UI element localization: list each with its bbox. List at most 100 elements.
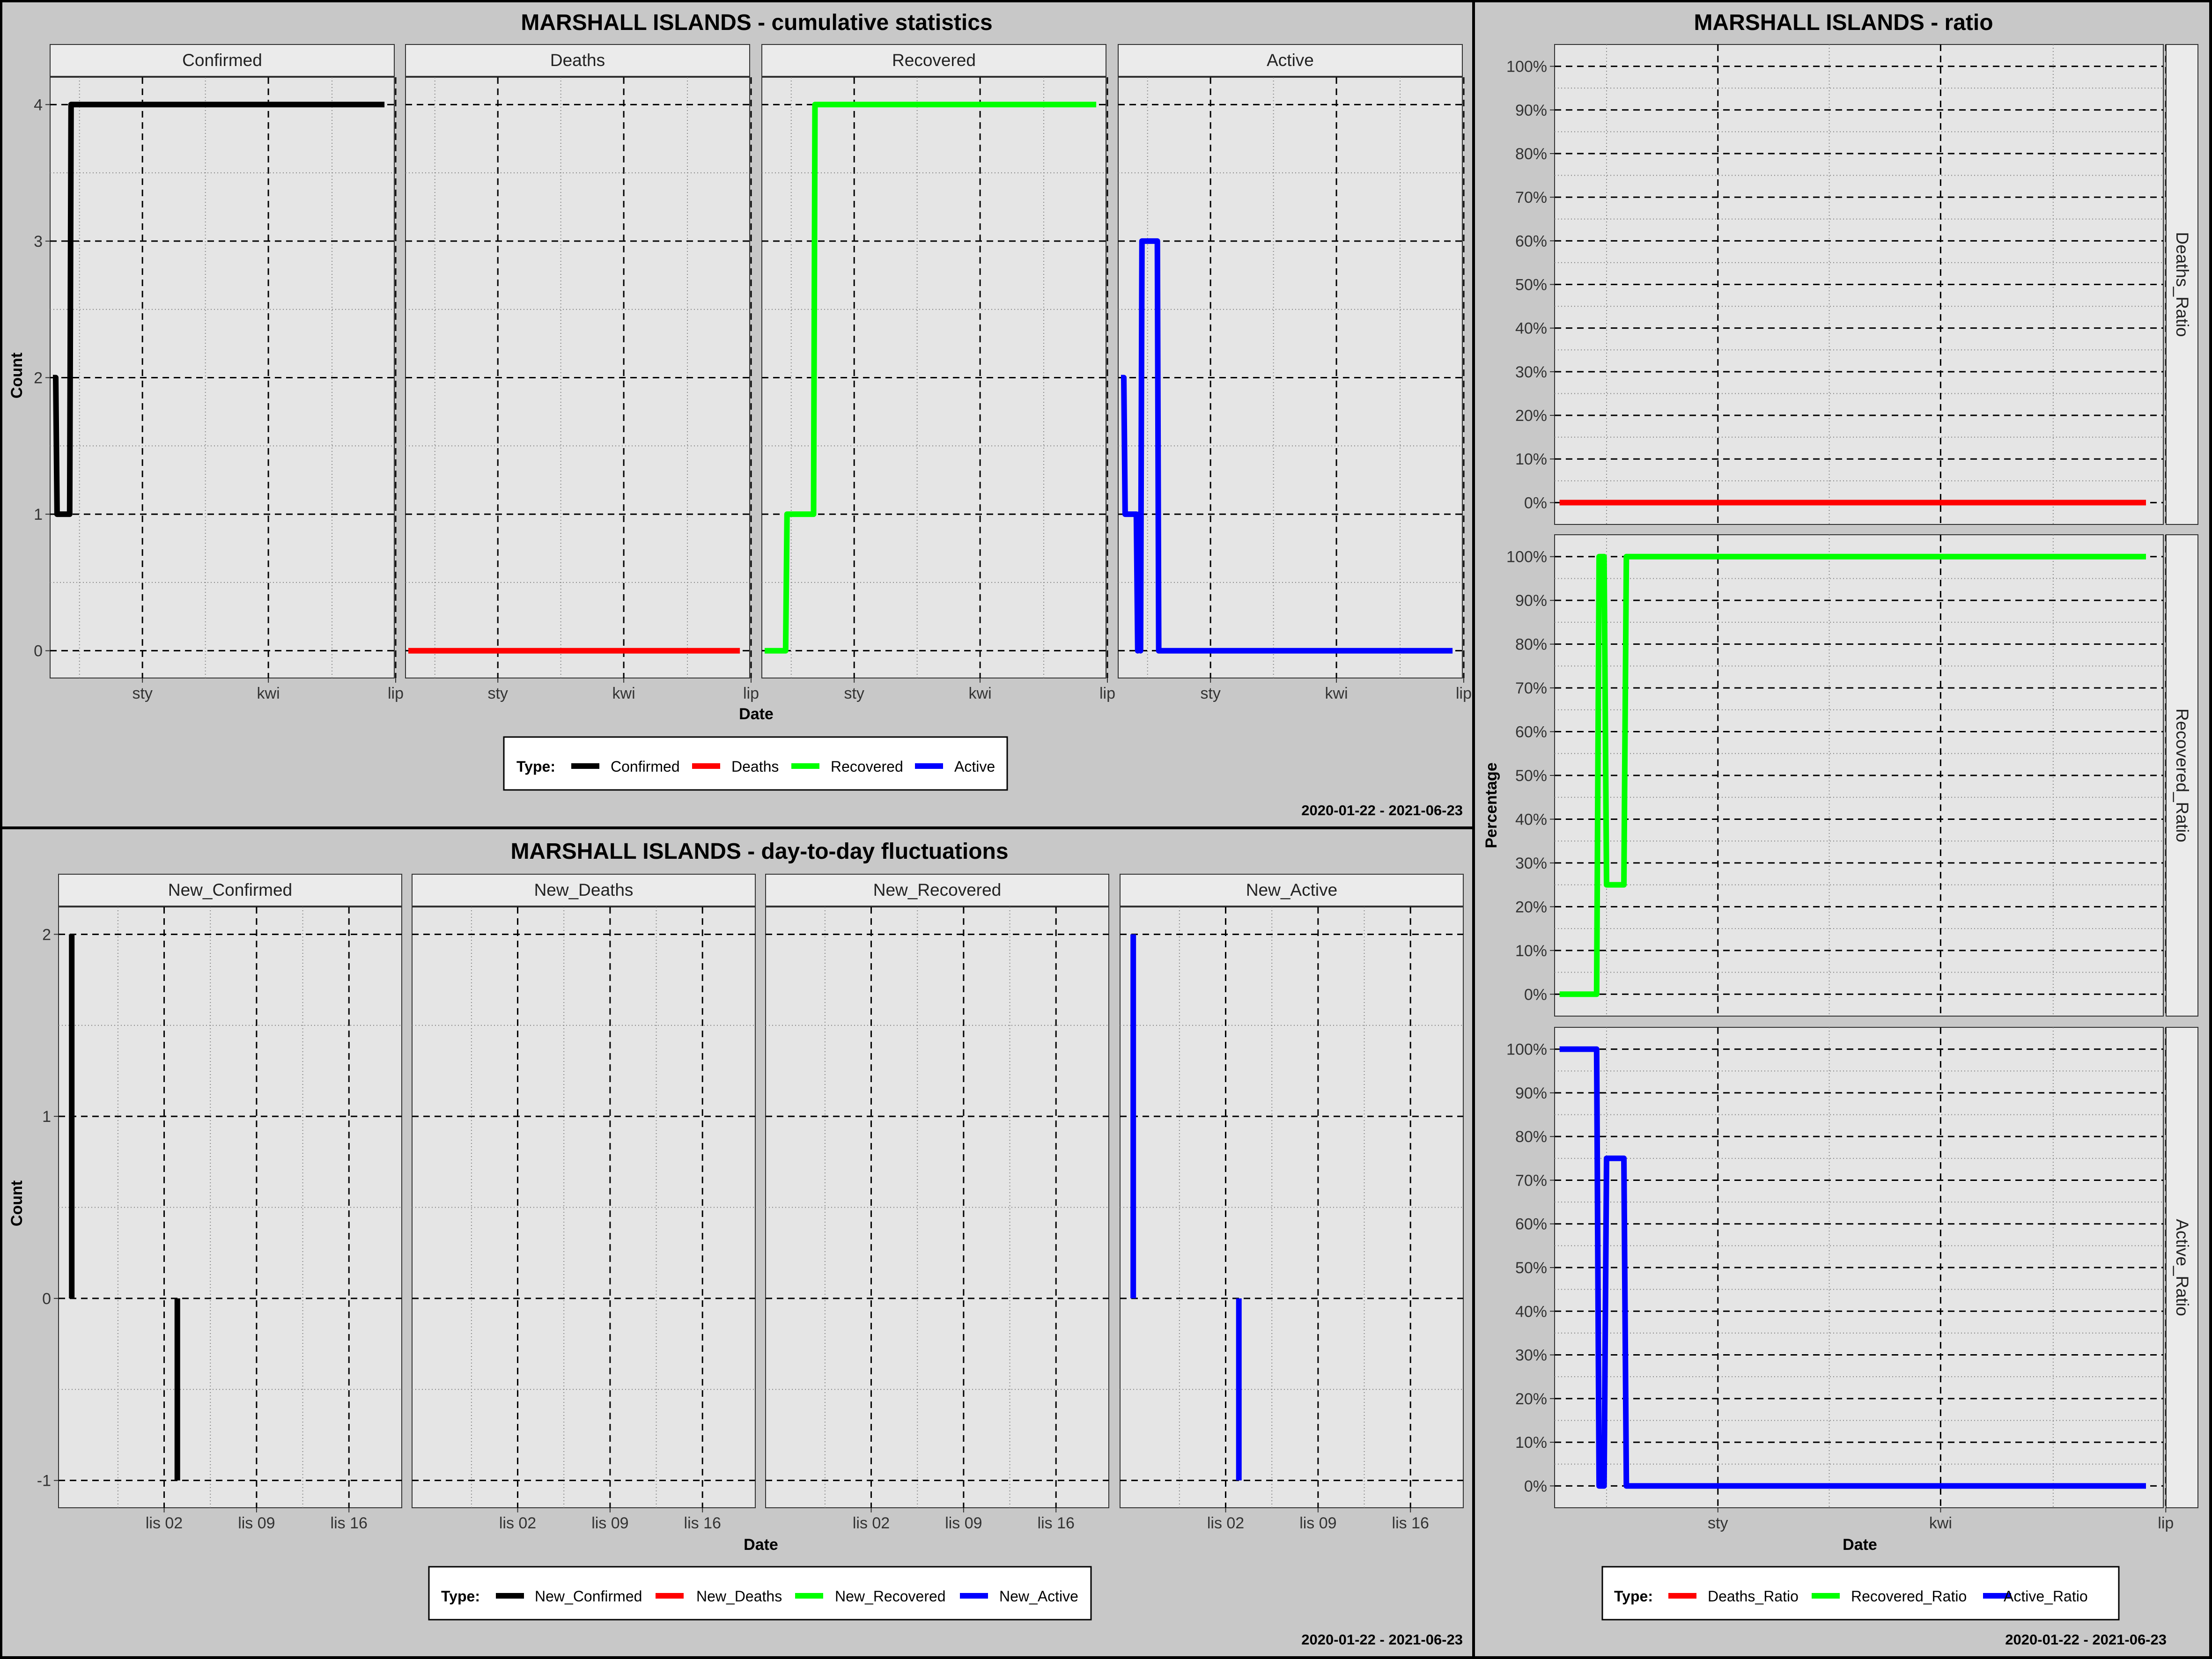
y-tick-label: 60% [1515, 723, 1547, 741]
cumulative-legend-title: Type: [516, 758, 555, 775]
data-line-confirmed [53, 102, 385, 517]
x-tick-label: sty [487, 685, 508, 702]
legend-label-new-recovered: New_Recovered [835, 1588, 946, 1605]
y-tick-label: 30% [1515, 1347, 1547, 1364]
legend-label-new-deaths: New_Deaths [696, 1588, 782, 1605]
y-tick-label: 20% [1515, 898, 1547, 916]
daily-title: MARSHALL ISLANDS - day-to-day fluctuatio… [510, 839, 1008, 864]
cumulative-legend: Type: Confirmed Deaths Recovered Active [503, 736, 1008, 791]
strip-label-deaths: Deaths [550, 51, 605, 70]
ratio-legend: Type: Deaths_Ratio Recovered_Ratio Activ… [1601, 1566, 2120, 1621]
x-tick-label: kwi [612, 685, 635, 702]
y-tick-label: 10% [1515, 450, 1547, 468]
y-tick-label: 20% [1515, 407, 1547, 425]
y-tick-label: 80% [1515, 145, 1547, 163]
y-tick-label: 40% [1515, 811, 1547, 828]
y-tick-label: 80% [1515, 1128, 1547, 1146]
strip-new-active [1120, 874, 1464, 907]
legend-item-new-active: New_Active [960, 1588, 1078, 1605]
data-line-recovered [765, 102, 1097, 654]
y-tick-label: 40% [1515, 1303, 1547, 1320]
y-tick-label: 90% [1515, 102, 1547, 119]
x-tick-label: kwi [1929, 1514, 1952, 1532]
cumulative-date-range: 2020-01-22 - 2021-06-23 [1301, 802, 1463, 818]
strip-new-deaths [412, 874, 756, 907]
y-tick-label: 70% [1515, 189, 1547, 206]
y-tick-label: 30% [1515, 855, 1547, 872]
strip-label-active: Active [1267, 51, 1314, 70]
ratio-frame [1472, 0, 2212, 1659]
x-tick-label: sty [132, 685, 152, 702]
x-tick-label: lis 02 [1207, 1514, 1244, 1532]
x-tick-label: lis 02 [499, 1514, 536, 1532]
daily-date-range: 2020-01-22 - 2021-06-23 [1301, 1631, 1463, 1648]
x-tick-label: lis 09 [1299, 1514, 1336, 1532]
daily-legend: Type: New_Confirmed New_Deaths New_Recov… [428, 1566, 1092, 1621]
legend-item-new-deaths: New_Deaths [656, 1588, 782, 1605]
strip-label-new-confirmed: New_Confirmed [168, 880, 292, 900]
ratio-title: MARSHALL ISLANDS - ratio [1694, 10, 1993, 35]
data-line-recovered-ratio [1559, 553, 2146, 997]
legend-label-new-active: New_Active [999, 1588, 1078, 1605]
legend-item-active-ratio: Active_Ratio [1983, 1588, 2088, 1605]
y-tick-label: 40% [1515, 320, 1547, 338]
x-tick-label: sty [844, 685, 864, 702]
x-tick-label: sty [1708, 1514, 1728, 1532]
y-tick-label: 10% [1515, 1434, 1547, 1452]
y-tick-label: 0 [34, 642, 43, 660]
x-tick-label: kwi [969, 685, 992, 702]
daily-xlabel: Date [744, 1536, 778, 1554]
x-tick-label: lis 09 [238, 1514, 275, 1532]
ratio-ylabel: Percentage [1482, 762, 1500, 848]
legend-label-deaths-ratio: Deaths_Ratio [1708, 1588, 1799, 1605]
y-tick-label: 0% [1524, 986, 1547, 1003]
legend-label-confirmed: Confirmed [611, 758, 680, 775]
strip-label-deaths-ratio: Deaths_Ratio [2173, 232, 2192, 337]
cumulative-chart: MARSHALL ISLANDS - cumulative statistics… [8, 10, 1472, 818]
strip-label-confirmed: Confirmed [182, 51, 262, 70]
legend-label-active: Active [954, 758, 995, 775]
strip-deaths-ratio [2166, 44, 2198, 525]
daily-legend-title: Type: [441, 1588, 480, 1605]
y-tick-label: 1 [34, 506, 43, 524]
y-tick-label: 10% [1515, 942, 1547, 960]
data-line-active-ratio [1559, 1046, 2146, 1489]
x-tick-label: lis 09 [591, 1514, 628, 1532]
x-tick-label: lip [1099, 685, 1115, 702]
x-tick-label: lis 16 [331, 1514, 368, 1532]
legend-item-deaths: Deaths [692, 758, 779, 775]
y-tick-label: 0 [42, 1290, 51, 1308]
y-tick-label: 50% [1515, 767, 1547, 785]
strip-deaths [405, 44, 750, 77]
ratio-xlabel: Date [1843, 1536, 1877, 1554]
ratio-panels: Deaths_Ratio 0% 10% 20% 30% 40% 50% 60% 70% 80% 90… [1506, 44, 2198, 1532]
legend-label-recovered: Recovered [831, 758, 903, 775]
strip-label-active-ratio: Active_Ratio [2173, 1219, 2192, 1316]
y-tick-label: 70% [1515, 679, 1547, 697]
y-tick-label: 50% [1515, 276, 1547, 294]
strip-confirmed [50, 44, 395, 77]
legend-item-deaths-ratio: Deaths_Ratio [1668, 1588, 1799, 1605]
cumulative-ylabel: Count [8, 353, 26, 398]
data-line-active [1121, 238, 1453, 654]
strip-recovered [761, 44, 1106, 77]
y-tick-label: 60% [1515, 1216, 1547, 1233]
x-tick-label: lip [2158, 1514, 2174, 1532]
daily-ylabel: Count [8, 1180, 26, 1226]
x-tick-label: lis 02 [146, 1514, 183, 1532]
y-tick-label: 2 [42, 926, 51, 944]
strip-active [1118, 44, 1463, 77]
cumulative-xlabel: Date [739, 705, 774, 723]
x-tick-label: lis 09 [945, 1514, 982, 1532]
x-tick-label: lis 16 [1392, 1514, 1429, 1532]
strip-label-recovered-ratio: Recovered_Ratio [2173, 708, 2192, 842]
y-tick-label: -1 [37, 1472, 51, 1490]
y-tick-label: 1 [42, 1108, 51, 1126]
strip-label-new-deaths: New_Deaths [534, 880, 634, 900]
strip-label-new-active: New_Active [1246, 880, 1337, 900]
x-tick-label: lip [1456, 685, 1472, 702]
daily-chart: MARSHALL ISLANDS - day-to-day fluctuatio… [8, 839, 1464, 1648]
legend-label-recovered-ratio: Recovered_Ratio [1851, 1588, 1967, 1605]
y-tick-label: 2 [34, 369, 43, 387]
